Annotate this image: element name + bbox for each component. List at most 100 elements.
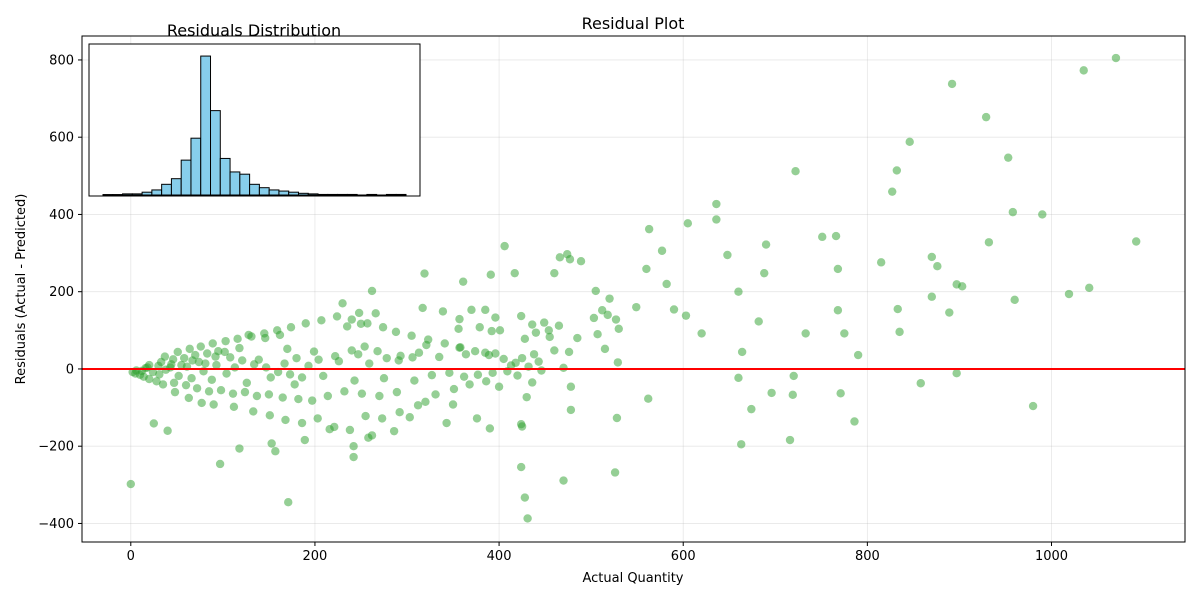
y-tick-label: −400 — [38, 517, 74, 532]
scatter-point — [423, 335, 433, 344]
scatter-point — [301, 319, 310, 328]
scatter-point — [593, 329, 602, 339]
x-tick-label: 600 — [671, 549, 696, 564]
scatter-point — [389, 426, 399, 436]
histogram-bar — [102, 194, 114, 196]
scatter-point — [413, 401, 423, 410]
y-axis-label: Residuals (Actual - Predicted) — [14, 194, 29, 385]
scatter-point — [516, 311, 526, 321]
scatter-point — [467, 305, 476, 315]
scatter-point — [1010, 295, 1019, 305]
scatter-point — [754, 317, 763, 326]
scatter-point — [418, 303, 427, 313]
scatter-point — [357, 389, 367, 398]
scatter-point — [603, 310, 612, 320]
scatter-point — [214, 346, 223, 356]
scatter-point — [427, 370, 437, 380]
scatter-point — [610, 468, 620, 477]
scatter-point — [235, 343, 244, 353]
scatter-point — [185, 344, 194, 354]
histogram-bar — [278, 190, 290, 196]
scatter-point — [981, 112, 991, 122]
scatter-point — [228, 389, 238, 398]
inset-background — [89, 44, 420, 196]
scatter-point — [600, 344, 610, 354]
scatter-point — [531, 328, 541, 337]
scatter-point — [155, 370, 164, 379]
scatter-point — [565, 255, 575, 264]
scatter-point — [332, 312, 342, 321]
scatter-point — [529, 350, 539, 359]
scatter-point — [264, 390, 274, 399]
scatter-point — [614, 324, 623, 333]
scatter-point — [356, 319, 366, 328]
scatter-point — [167, 360, 176, 369]
histogram-bar — [346, 193, 358, 196]
histogram-bar — [190, 137, 202, 196]
scatter-point — [632, 302, 641, 312]
scatter-point — [309, 347, 319, 356]
histogram-bar — [366, 193, 378, 196]
scatter-point — [723, 250, 732, 260]
scatter-point — [456, 343, 465, 352]
histogram-bar — [385, 193, 397, 196]
scatter-point — [785, 435, 795, 445]
scatter-point — [491, 349, 500, 358]
scatter-point — [853, 350, 863, 360]
scatter-point — [945, 308, 954, 317]
scatter-point — [260, 329, 269, 338]
histogram-bar — [170, 178, 182, 196]
x-tick-label: 400 — [487, 549, 512, 564]
scatter-point — [1085, 283, 1094, 293]
scatter-point — [472, 414, 482, 423]
scatter-point — [566, 405, 576, 415]
scatter-point — [485, 424, 495, 433]
scatter-point — [229, 402, 239, 412]
scatter-point — [170, 387, 180, 397]
scatter-point — [334, 357, 344, 366]
scatter-point — [347, 315, 356, 324]
scatter-point — [285, 370, 295, 379]
scatter-point — [179, 353, 189, 363]
scatter-point — [491, 313, 500, 322]
scatter-point — [158, 380, 168, 389]
scatter-point — [354, 308, 364, 318]
scatter-point — [207, 375, 217, 384]
x-tick-label: 200 — [303, 549, 328, 564]
scatter-point — [363, 319, 372, 328]
scatter-point — [160, 352, 170, 361]
scatter-point — [481, 377, 491, 386]
scatter-point — [513, 371, 522, 380]
scatter-point — [438, 307, 448, 316]
histogram-bar — [249, 183, 260, 196]
scatter-point — [230, 363, 240, 372]
scatter-point — [544, 326, 553, 335]
scatter-point — [657, 246, 667, 255]
scatter-point — [712, 199, 721, 209]
scatter-point — [1038, 210, 1047, 219]
scatter-point — [550, 268, 559, 278]
x-tick-label: 0 — [127, 549, 135, 564]
scatter-point — [254, 355, 263, 364]
histogram-bar — [288, 191, 299, 196]
histogram-bar — [180, 159, 192, 196]
scatter-point — [537, 366, 546, 375]
y-tick-label: 0 — [66, 362, 74, 377]
scatter-point — [876, 258, 886, 267]
scatter-point — [435, 352, 444, 362]
scatter-point — [152, 377, 161, 386]
histogram-bar — [210, 110, 221, 196]
scatter-point — [840, 329, 849, 338]
scatter-point — [760, 268, 769, 278]
scatter-point — [373, 346, 382, 356]
scatter-point — [379, 374, 389, 383]
scatter-point — [169, 378, 179, 388]
y-tick-label: 600 — [49, 131, 74, 146]
scatter-point — [761, 240, 771, 249]
scatter-point — [459, 372, 469, 381]
scatter-point — [510, 268, 519, 278]
scatter-point — [833, 264, 843, 274]
scatter-point — [267, 439, 276, 448]
histogram-bar — [395, 193, 407, 196]
